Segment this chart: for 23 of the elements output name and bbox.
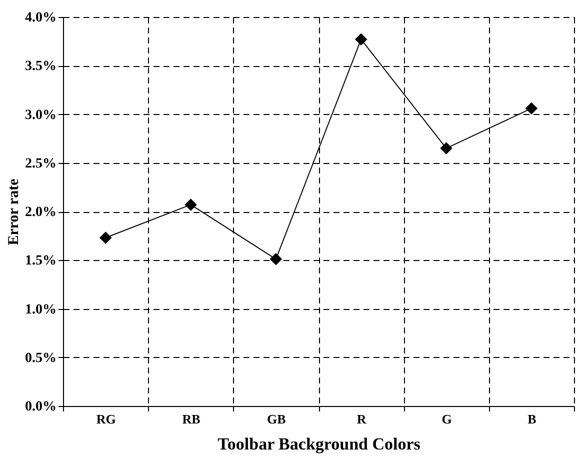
y-tick-label: 3.0%	[25, 108, 56, 123]
point	[184, 198, 197, 211]
point	[270, 253, 282, 266]
y-tick-label: 3.5%	[25, 59, 56, 74]
point	[440, 142, 452, 154]
x-axis-title: Toolbar Background Colors	[218, 434, 421, 454]
y-tick-label: 0.0%	[25, 400, 56, 414]
x-tick-label: RB	[182, 412, 201, 426]
point	[99, 232, 112, 244]
y-tick-label: 2.5%	[25, 156, 56, 172]
y-axis-title: Error rate	[6, 178, 22, 246]
point	[354, 33, 368, 46]
x-tick-label: R	[356, 412, 367, 426]
y-tick-label: 4.0%	[25, 10, 56, 26]
y-tick-label: 0.5%	[25, 350, 56, 366]
x-tick-label: GB	[267, 412, 286, 426]
y-tick-label: 1.5%	[25, 254, 56, 269]
x-tick-label: G	[442, 412, 452, 426]
y-tick-label: 2.0%	[25, 205, 56, 220]
x-tick-label: RG	[96, 412, 116, 426]
x-tick-label: B	[528, 412, 537, 426]
point	[525, 102, 538, 115]
y-tick-label: 1.0%	[25, 302, 56, 318]
